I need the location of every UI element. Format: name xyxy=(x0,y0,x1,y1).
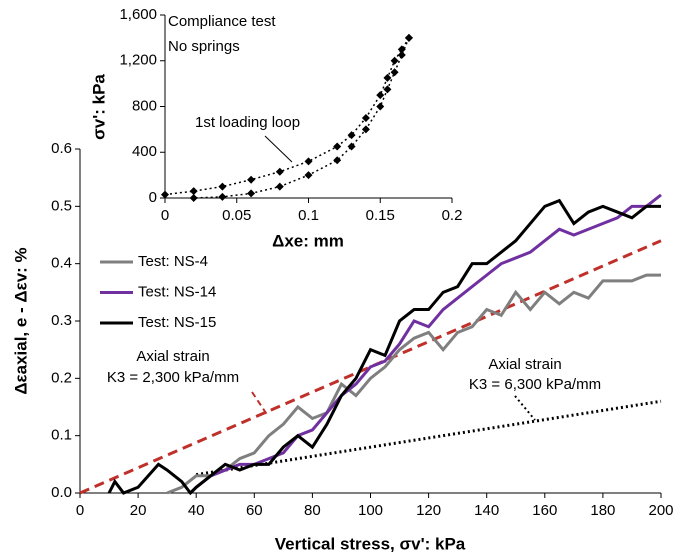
x-tick-label: 0 xyxy=(161,207,169,224)
legend-label: Test: NS-4 xyxy=(138,253,208,270)
marker xyxy=(161,190,169,199)
marker xyxy=(361,113,370,122)
marker xyxy=(304,171,313,180)
marker xyxy=(304,157,313,166)
x-axis-label: Vertical stress, σv': kPa xyxy=(275,534,466,553)
y-axis-label: σv': kPa xyxy=(89,74,108,140)
marker xyxy=(390,68,399,77)
leader xyxy=(264,135,293,163)
marker xyxy=(361,125,370,134)
x-tick-label: 80 xyxy=(304,502,321,519)
leader xyxy=(514,395,536,421)
marker xyxy=(275,182,284,191)
marker xyxy=(376,102,385,111)
annotation: Axial strain xyxy=(136,348,209,365)
annotation: No springs xyxy=(168,38,240,55)
marker xyxy=(347,131,356,140)
x-tick-label: 140 xyxy=(474,502,499,519)
annotation: 1st loading loop xyxy=(195,114,300,131)
marker xyxy=(333,156,342,165)
x-tick-label: 0.2 xyxy=(442,207,463,224)
marker xyxy=(347,142,356,151)
x-tick-label: 0.05 xyxy=(222,207,251,224)
marker xyxy=(218,182,227,191)
x-tick-label: 0.15 xyxy=(366,207,395,224)
y-tick-label: 0.4 xyxy=(51,255,72,272)
y-tick-label: 1,600 xyxy=(119,6,157,23)
y-tick-label: 0.3 xyxy=(51,312,72,329)
y-tick-label: 1,200 xyxy=(119,52,157,69)
marker xyxy=(247,189,256,198)
marker xyxy=(189,187,198,196)
y-tick-label: 800 xyxy=(132,97,157,114)
x-tick-label: 120 xyxy=(416,502,441,519)
leader xyxy=(251,391,269,417)
fit-line xyxy=(79,239,662,495)
x-tick-label: 0.1 xyxy=(298,207,319,224)
marker xyxy=(376,91,385,100)
marker xyxy=(275,167,284,176)
y-tick-label: 0.5 xyxy=(51,197,72,214)
data-line xyxy=(166,273,661,495)
y-tick-label: 0.6 xyxy=(51,140,72,157)
x-tick-label: 20 xyxy=(130,502,147,519)
marker xyxy=(383,73,392,82)
y-axis-label: Δεaxial, e - Δεv: % xyxy=(11,247,30,394)
y-tick-label: 0.1 xyxy=(51,427,72,444)
x-tick-label: 180 xyxy=(590,502,615,519)
y-tick-label: 0.2 xyxy=(51,369,72,386)
marker xyxy=(397,51,406,60)
y-tick-label: 400 xyxy=(132,143,157,160)
marker xyxy=(189,194,198,202)
marker xyxy=(404,33,413,42)
x-tick-label: 40 xyxy=(188,502,205,519)
data-line xyxy=(189,193,662,495)
annotation: Axial strain xyxy=(488,356,561,373)
y-tick-label: 0.0 xyxy=(51,484,72,501)
data-line xyxy=(164,37,410,196)
x-tick-label: 100 xyxy=(358,502,383,519)
annotation: K3 = 2,300 kPa/mm xyxy=(107,369,239,386)
x-tick-label: 60 xyxy=(246,502,263,519)
legend-label: Test: NS-14 xyxy=(138,283,216,300)
marker xyxy=(390,56,399,65)
annotation: K3 = 6,300 kPa/mm xyxy=(469,376,601,393)
marker xyxy=(333,142,342,151)
legend-label: Test: NS-15 xyxy=(138,314,216,331)
x-tick-label: 160 xyxy=(532,502,557,519)
marker xyxy=(383,85,392,94)
marker xyxy=(397,45,406,54)
marker xyxy=(247,175,256,184)
x-tick-label: 0 xyxy=(76,502,84,519)
annotation: Compliance test xyxy=(168,13,276,30)
y-tick-label: 0 xyxy=(149,189,157,206)
x-tick-label: 200 xyxy=(648,502,673,519)
data-line xyxy=(107,198,661,496)
x-axis-label: Δxe: mm xyxy=(272,231,344,250)
marker xyxy=(218,192,227,201)
fit-line xyxy=(195,399,662,477)
